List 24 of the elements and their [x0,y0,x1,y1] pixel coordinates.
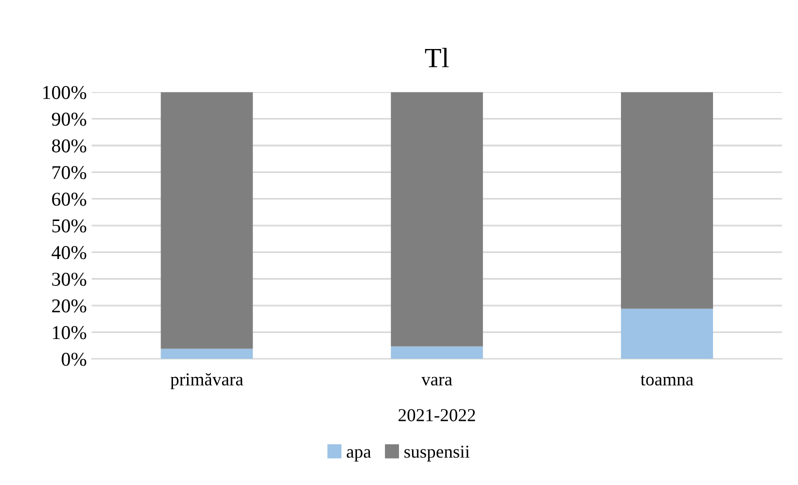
bar [160,348,253,359]
y-tick-label: 90% [52,112,86,126]
y-tick-label: 70% [52,166,86,180]
bar [390,92,483,346]
y-tick-label: 80% [52,139,86,152]
x-axis-title: 2021-2022 [398,409,476,422]
y-tick-label: 0% [62,352,86,366]
y-tick-label: 10% [52,326,86,340]
y-tick-label: 50% [52,219,86,233]
bar [390,346,483,359]
legend-label: suspensii [404,446,470,462]
y-tick-label: 20% [52,299,86,313]
x-tick-label: toamna [640,375,694,386]
y-tick-label: 30% [52,272,86,286]
x-tick-label: vara [421,376,452,386]
chart-title: Tl [425,48,449,68]
bar [160,92,253,349]
x-tick-label: primăvara [170,372,244,390]
y-tick-label: 40% [52,246,86,260]
bar [620,92,714,309]
y-tick-label: 100% [43,86,86,100]
y-tick-label: 60% [52,192,86,206]
legend-label: apa [346,449,371,462]
bar [620,308,714,359]
